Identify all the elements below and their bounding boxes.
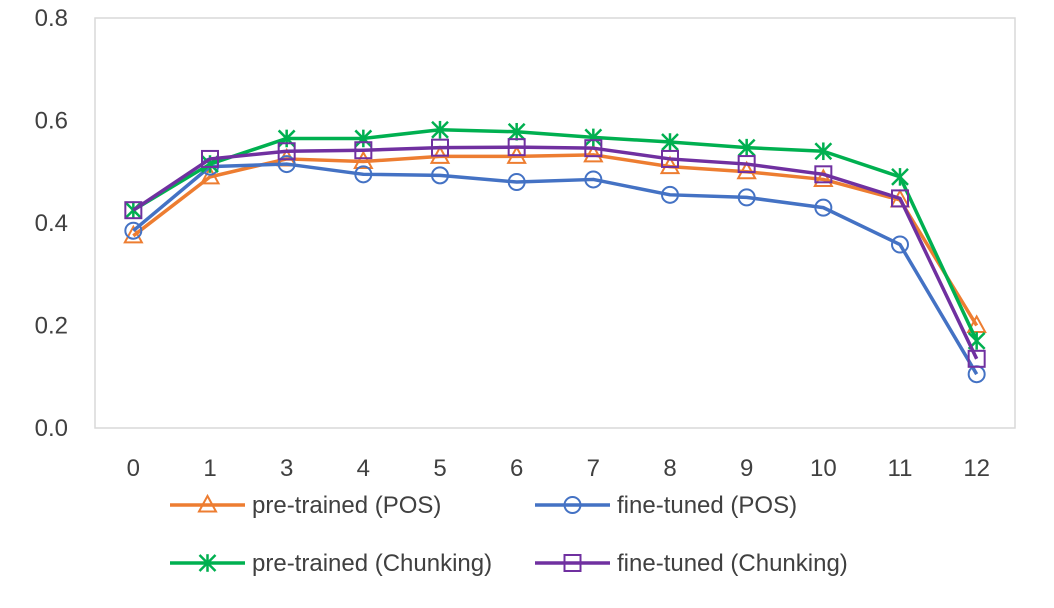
data-point-marker (814, 142, 833, 161)
data-point-marker (891, 235, 909, 254)
legend-label: fine-tuned (POS) (617, 492, 797, 519)
series-layer (123, 120, 987, 384)
data-point-marker (966, 314, 987, 333)
x-tick-label: 6 (510, 455, 523, 482)
data-point-marker (661, 185, 679, 204)
legend-item: pre-trained (POS) (170, 492, 441, 519)
y-tick-label: 0.6 (35, 108, 68, 135)
legend-item: fine-tuned (POS) (535, 492, 797, 519)
legend-label: fine-tuned (Chunking) (617, 550, 848, 577)
y-tick-label: 0.8 (35, 5, 68, 32)
data-point-marker (967, 349, 986, 368)
y-tick-label: 0.0 (35, 415, 68, 442)
data-point-marker (891, 167, 909, 186)
data-point-marker (507, 173, 526, 191)
legend-marker (198, 554, 217, 572)
data-point-marker (659, 155, 681, 175)
x-tick-label: 5 (433, 455, 446, 482)
legend-label: pre-trained (POS) (252, 492, 441, 519)
data-point-marker (199, 165, 221, 185)
data-point-marker (584, 139, 603, 158)
data-point-marker (583, 143, 604, 163)
data-point-marker (813, 168, 834, 187)
series-line (132, 162, 979, 376)
data-point-marker (584, 128, 603, 147)
data-point-marker (661, 133, 679, 151)
x-tick-label: 4 (357, 455, 370, 482)
legend-item: pre-trained (Chunking) (170, 550, 492, 577)
series-line (132, 127, 979, 342)
data-point-marker (736, 160, 757, 180)
data-point-marker (277, 142, 296, 161)
legend-label: pre-trained (Chunking) (252, 550, 492, 577)
data-point-marker (123, 224, 144, 244)
data-point-marker (354, 165, 373, 184)
series-1 (124, 155, 986, 384)
data-point-marker (891, 189, 909, 208)
data-point-marker (737, 188, 756, 207)
data-point-marker (431, 138, 449, 157)
data-point-marker (737, 138, 756, 157)
legend: pre-trained (POS) fine-tuned (POS) pre-tra… (170, 492, 848, 577)
data-point-marker (584, 170, 603, 189)
data-point-marker (354, 129, 373, 148)
x-tick-label: 11 (888, 455, 913, 482)
y-tick-label: 0.2 (35, 313, 68, 340)
data-point-marker (124, 221, 143, 240)
y-axis-ticks: 0.0 0.2 0.4 0.6 0.8 (35, 5, 68, 442)
x-tick-label: 10 (810, 455, 837, 482)
y-tick-label: 0.4 (35, 210, 68, 237)
plot-area (94, 17, 1016, 429)
legend-marker (197, 493, 218, 513)
data-point-marker (737, 155, 756, 174)
series-3 (124, 138, 986, 368)
data-point-marker (277, 155, 296, 174)
x-tick-label: 3 (280, 455, 293, 482)
data-point-marker (507, 122, 526, 141)
x-tick-label: 0 (127, 455, 140, 482)
legend-item: fine-tuned (Chunking) (535, 550, 848, 577)
series-line (132, 145, 979, 360)
data-point-marker (431, 120, 449, 139)
data-point-marker (507, 138, 526, 157)
data-point-marker (124, 201, 143, 220)
x-tick-label: 12 (963, 455, 990, 482)
data-point-marker (201, 149, 219, 168)
data-point-marker (431, 166, 449, 185)
x-tick-label: 9 (740, 455, 753, 482)
data-point-marker (814, 165, 833, 184)
data-point-marker (354, 141, 373, 160)
data-point-marker (353, 150, 374, 169)
legend-marker (563, 554, 582, 572)
x-tick-label: 1 (203, 455, 216, 482)
x-tick-label: 7 (587, 455, 600, 482)
x-axis-ticks: 0 1 3 4 5 6 7 8 9 10 11 12 (127, 455, 990, 482)
data-point-marker (661, 149, 679, 168)
series-line (132, 153, 979, 327)
x-tick-label: 8 (663, 455, 676, 482)
legend-marker (563, 496, 582, 514)
data-point-marker (814, 198, 833, 217)
